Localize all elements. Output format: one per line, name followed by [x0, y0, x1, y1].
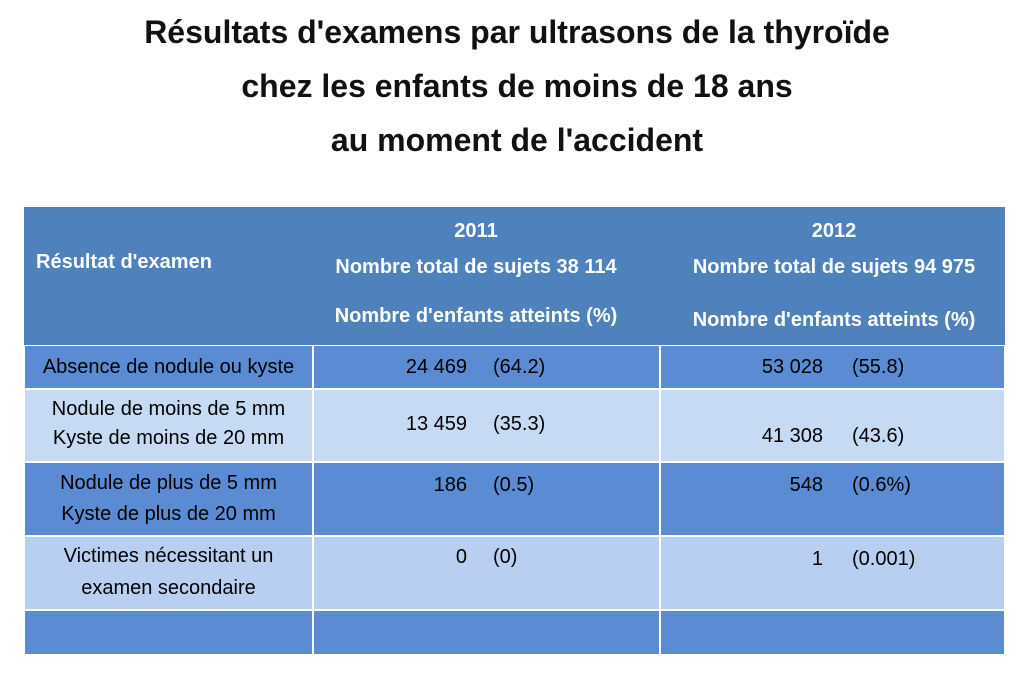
- table-cell: [660, 389, 1005, 462]
- row-label: Absence de nodule ou kyste: [42, 356, 295, 378]
- percent: (55.8): [852, 356, 905, 378]
- header-total: Nombre total de sujets 94 975: [692, 256, 976, 278]
- table-cell: [313, 345, 660, 389]
- table-cell: [24, 610, 313, 655]
- count: 1: [811, 548, 823, 570]
- table-cell: [660, 345, 1005, 389]
- percent: (0): [493, 546, 518, 568]
- header-unit: Nombre d'enfants atteints (%): [692, 309, 976, 331]
- table-cell: [313, 389, 660, 462]
- table-cell: [313, 536, 660, 610]
- count: 53 028: [761, 356, 823, 378]
- header-year: 2011: [454, 220, 498, 242]
- table-cell: [660, 536, 1005, 610]
- table-cell: [313, 610, 660, 655]
- header-row: [24, 207, 1005, 345]
- count: 41 308: [761, 425, 823, 447]
- percent: (43.6): [852, 425, 905, 447]
- table-cell: [660, 462, 1005, 536]
- row-label: Nodule de plus de 5 mm: [60, 472, 277, 494]
- title-line: Résultats d'examens par ultrasons de la …: [144, 14, 890, 50]
- header-label: Résultat d'examen: [36, 251, 212, 273]
- table-cell: [660, 610, 1005, 655]
- count: 186: [433, 474, 467, 496]
- table-cell: [24, 536, 313, 610]
- row-label: Nodule de moins de 5 mm: [51, 398, 286, 420]
- table-cell: [313, 462, 660, 536]
- title-line: chez les enfants de moins de 18 ans: [241, 68, 793, 104]
- count: 24 469: [405, 356, 467, 378]
- count: 548: [789, 474, 823, 496]
- percent: (0.001): [852, 548, 916, 570]
- row-label: Kyste de plus de 20 mm: [61, 503, 276, 525]
- header-unit: Nombre d'enfants atteints (%): [334, 305, 618, 327]
- row-label: Kyste de moins de 20 mm: [52, 427, 285, 449]
- table-cell: [24, 345, 313, 389]
- table-cell: [24, 389, 313, 462]
- percent: (0.6%): [852, 474, 911, 496]
- percent: (0.5): [493, 474, 535, 496]
- count: 13 459: [405, 413, 467, 435]
- title-line: au moment de l'accident: [330, 122, 704, 158]
- percent: (64.2): [493, 356, 546, 378]
- header-year: 2012: [811, 220, 857, 242]
- table-cell: [24, 462, 313, 536]
- row-label: examen secondaire: [81, 577, 256, 599]
- header-total: Nombre total de sujets 38 114: [335, 256, 617, 278]
- row-label: Victimes nécessitant un: [63, 545, 274, 567]
- count: 0: [455, 546, 467, 568]
- percent: (35.3): [493, 413, 546, 435]
